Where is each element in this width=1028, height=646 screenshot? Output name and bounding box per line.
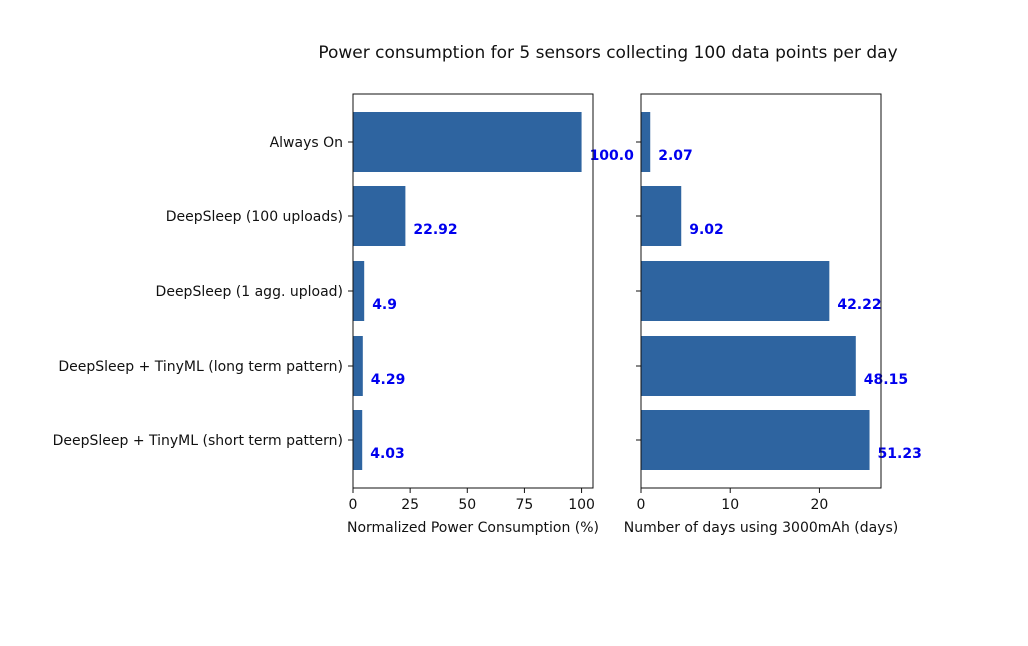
x-axis-label-2: Number of days using 3000mAh (days) xyxy=(624,520,899,536)
data-label-1-1: 100.0 xyxy=(590,148,635,164)
category-label-4: DeepSleep + TinyML (long term pattern) xyxy=(58,359,343,375)
bar-2-2 xyxy=(641,186,682,246)
bar-2-3 xyxy=(641,261,830,321)
data-label-1-4: 4.29 xyxy=(371,372,406,388)
x-tick-label-1-3: 50 xyxy=(458,497,476,513)
data-label-1-3: 4.9 xyxy=(372,297,397,313)
bar-1-4 xyxy=(353,336,363,396)
category-label-3: DeepSleep (1 agg. upload) xyxy=(156,284,343,300)
bar-2-5 xyxy=(641,410,870,470)
data-label-1-2: 22.92 xyxy=(413,222,457,238)
chart-title: Power consumption for 5 sensors collecti… xyxy=(318,43,897,63)
chart-panel-1: 100.0 22.92 4.9 4.29 4.03 Always On DeepSleep … xyxy=(53,93,635,536)
bar-1-5 xyxy=(353,410,363,470)
data-label-2-1: 2.07 xyxy=(658,148,693,164)
category-label-1: Always On xyxy=(270,135,343,151)
bar-1-1 xyxy=(353,112,582,172)
data-label-2-2: 9.02 xyxy=(689,222,724,238)
x-tick-label-2-2: 10 xyxy=(721,497,739,513)
x-tick-label-1-5: 100 xyxy=(568,497,595,513)
x-tick-label-1-4: 75 xyxy=(516,497,534,513)
bar-2-4 xyxy=(641,336,856,396)
x-tick-label-2-1: 0 xyxy=(637,497,646,513)
data-label-2-5: 51.23 xyxy=(878,446,922,462)
category-label-2: DeepSleep (100 uploads) xyxy=(166,209,343,225)
bar-1-3 xyxy=(353,261,365,321)
x-axis-label-1: Normalized Power Consumption (%) xyxy=(347,520,599,536)
bar-1-2 xyxy=(353,186,406,246)
x-tick-label-1-2: 25 xyxy=(401,497,419,513)
x-tick-label-2-3: 20 xyxy=(811,497,829,513)
chart-panel-2: 2.07 9.02 42.22 48.15 51.23 0 10 20 Number of da… xyxy=(624,93,922,536)
data-label-2-4: 48.15 xyxy=(864,372,908,388)
data-label-1-5: 4.03 xyxy=(370,446,405,462)
data-label-2-3: 42.22 xyxy=(837,297,881,313)
category-label-5: DeepSleep + TinyML (short term pattern) xyxy=(53,433,343,449)
x-tick-label-1-1: 0 xyxy=(349,497,358,513)
bar-2-1 xyxy=(641,112,651,172)
chart-panels: 100.0 22.92 4.9 4.29 4.03 Always On DeepSleep … xyxy=(53,93,922,536)
